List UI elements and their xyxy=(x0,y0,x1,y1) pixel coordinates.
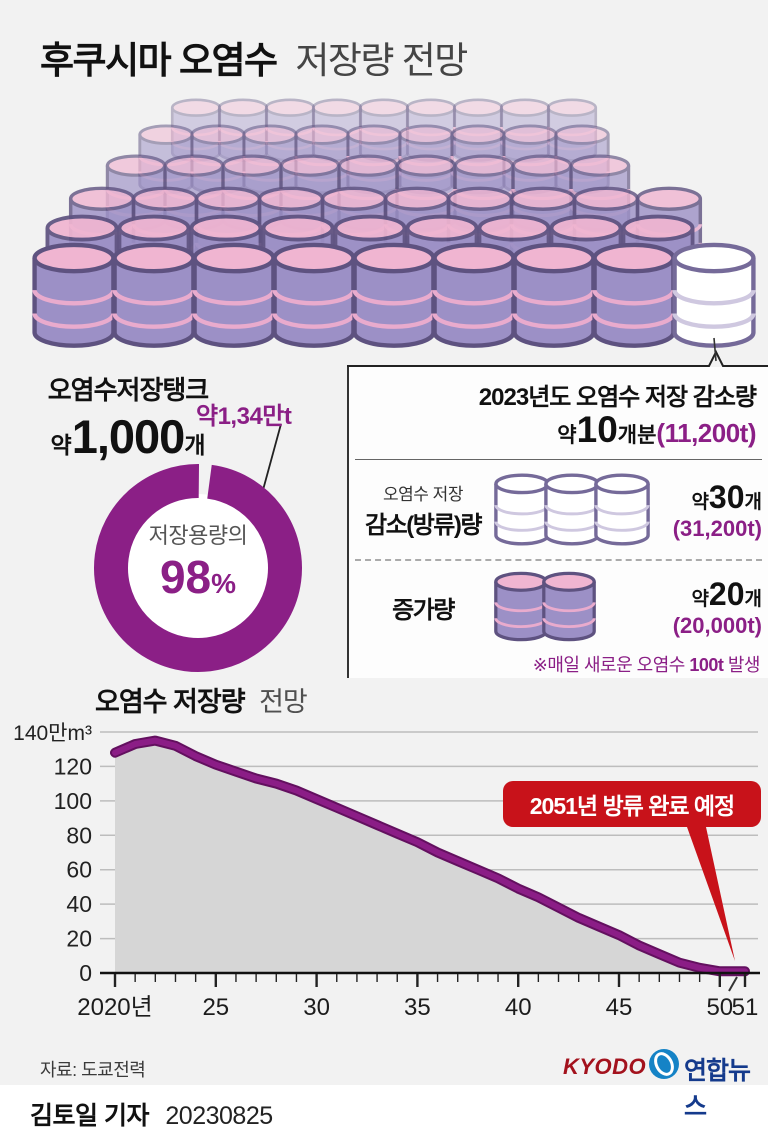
donut-chart: 저장용량의 98% xyxy=(82,452,314,684)
tank-summary-label: 오염수저장탱크 xyxy=(47,375,209,405)
capacity-label: 약1,34만t xyxy=(196,403,292,430)
donut-center-text: 저장용량의 98% xyxy=(82,518,314,604)
donut-center-caption: 저장용량의 xyxy=(148,523,248,548)
row-increase-tons: (20,000t) xyxy=(672,612,762,638)
svg-text:80: 80 xyxy=(66,822,92,848)
svg-text:35: 35 xyxy=(404,994,431,1021)
daily-note-strong: 100t xyxy=(689,655,724,675)
panel-amount-approx: 약 xyxy=(557,424,577,447)
svg-text:100: 100 xyxy=(54,788,92,814)
svg-text:2020년: 2020년 xyxy=(77,994,152,1021)
tank-count-value: 1,000 xyxy=(71,410,186,463)
page-title-main: 후쿠시마 오염수 xyxy=(40,40,278,81)
donut-percent-value: 98 xyxy=(159,551,212,603)
daily-note: ※매일 새로운 오염수 100t 발생 xyxy=(532,651,761,677)
row-increase-values: 약20개 (20,000t) xyxy=(673,576,762,639)
page-title-sub: 저장량 전망 xyxy=(295,40,468,81)
panel-amount-tons: (11,200t) xyxy=(656,418,756,448)
source-credit: 자료: 도쿄전력 xyxy=(40,1060,146,1080)
svg-text:120: 120 xyxy=(54,753,92,779)
report-date: 20230825 xyxy=(165,1102,273,1130)
row-decrease: 오염수 저장 감소(방류)량 약30개 (31,200t) xyxy=(353,464,762,556)
donut-percent: 98% xyxy=(82,550,314,604)
row-decrease-approx: 약 xyxy=(691,491,709,513)
panel-amount-unit: 개분 xyxy=(617,424,657,447)
tank-summary: 오염수저장탱크 약1,000개 xyxy=(4,370,252,464)
panel-separator-dashed xyxy=(355,559,762,561)
row-decrease-label-main: 감소(방류)량 xyxy=(365,512,482,539)
svg-text:40: 40 xyxy=(505,994,532,1021)
daily-note-prefix: ※매일 새로운 오염수 xyxy=(532,655,690,675)
row-decrease-count: 30 xyxy=(708,478,745,515)
empty-barrel-icons xyxy=(493,473,651,547)
reporter-name: 김토일 기자 xyxy=(30,1102,149,1130)
chart-title-main: 오염수 저장량 xyxy=(95,687,246,717)
donut-arc-98pct xyxy=(94,464,302,672)
kyodo-logo: KYODO xyxy=(563,1054,647,1079)
tank-count-unit: 개 xyxy=(184,432,206,458)
row-decrease-label: 오염수 저장 감소(방류)량 xyxy=(353,480,493,540)
row-increase-label-main: 증가량 xyxy=(392,596,455,624)
yonhap-logo-icon xyxy=(649,1049,679,1079)
donut-percent-sign: % xyxy=(211,568,237,599)
row-increase-approx: 약 xyxy=(691,588,709,610)
svg-text:60: 60 xyxy=(66,857,92,883)
chart-title: 오염수 저장량 전망 xyxy=(95,680,308,719)
svg-text:140만m³: 140만m³ xyxy=(13,722,92,745)
panel-separator-solid xyxy=(355,459,762,460)
panel-amount: 약10개분(11,200t) xyxy=(557,409,756,451)
panel-2023-summary: 2023년도 오염수 저장 감소량 약10개분(11,200t) 오염수 저장 … xyxy=(347,367,768,678)
chart-title-sub: 전망 xyxy=(259,687,308,717)
row-increase-count: 20 xyxy=(708,575,745,612)
tank-stack-illustration xyxy=(32,98,756,348)
tank-count: 약1,000개 xyxy=(4,409,252,464)
donut-ring xyxy=(94,464,302,672)
annotation-bubble: 2051년 방류 완료 예정 xyxy=(503,781,761,827)
row-increase: 증가량 약20개 (20,000t) xyxy=(353,564,762,650)
row-increase-label: 증가량 xyxy=(353,590,493,625)
page-title: 후쿠시마 오염수 저장량 전망 xyxy=(40,30,468,84)
row-decrease-unit: 개 xyxy=(744,491,762,513)
panel-amount-value: 10 xyxy=(576,409,618,450)
svg-text:25: 25 xyxy=(202,994,229,1021)
filled-barrel-icons xyxy=(493,571,597,643)
row-decrease-tons: (31,200t) xyxy=(672,515,762,541)
filled-barrel-icon xyxy=(494,571,548,642)
svg-text:20: 20 xyxy=(66,926,92,952)
row-decrease-values: 약30개 (31,200t) xyxy=(673,479,762,542)
panel-title: 2023년도 오염수 저장 감소량 xyxy=(478,384,757,411)
svg-text:40: 40 xyxy=(66,891,92,917)
donut-hole xyxy=(124,494,272,642)
svg-text:30: 30 xyxy=(303,994,330,1021)
tank-count-approx: 약 xyxy=(50,432,72,458)
reporter-credit: 김토일 기자 20230825 xyxy=(30,1096,273,1132)
empty-barrel-icon xyxy=(594,473,650,546)
svg-text:50: 50 xyxy=(706,994,733,1021)
row-decrease-label-top: 오염수 저장 xyxy=(383,485,463,504)
filled-barrel-icon xyxy=(542,571,596,642)
daily-note-suffix: 발생 xyxy=(723,655,761,675)
svg-text:0: 0 xyxy=(79,960,92,986)
yonhap-logo-text: 연합뉴스 xyxy=(684,1057,751,1121)
svg-text:51: 51 xyxy=(732,994,759,1021)
svg-text:45: 45 xyxy=(606,994,633,1021)
row-increase-unit: 개 xyxy=(744,588,762,610)
